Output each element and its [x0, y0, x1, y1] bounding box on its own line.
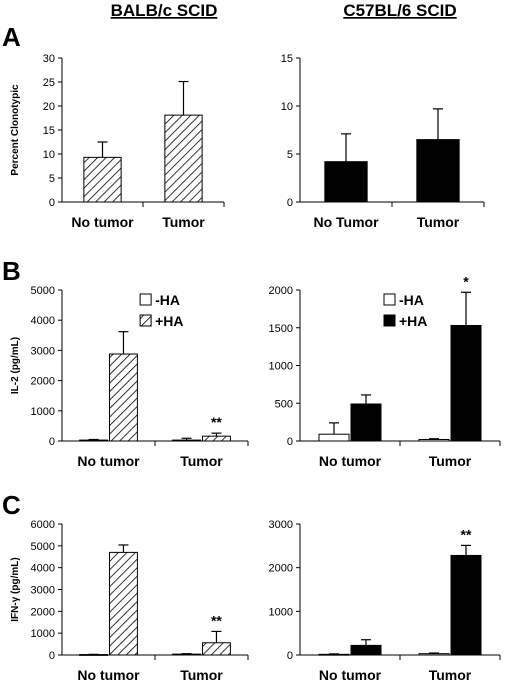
- y-tick-label: 0: [287, 197, 293, 209]
- significance-label: **: [211, 414, 222, 430]
- chart-a-left: 0 5 10 15 20 25 30 Percent Clonotypic No tumor Tu…: [10, 53, 225, 230]
- legend-label-pos: +HA: [399, 313, 427, 329]
- legend-swatch-pos: [139, 314, 152, 327]
- x-category-label: No tumor: [319, 453, 382, 469]
- chart-a-right: 0 5 10 15 No Tumor Tumor: [281, 53, 485, 230]
- y-tick-label: 15: [43, 125, 55, 137]
- bar: [172, 439, 202, 442]
- y-tick-label: 5: [287, 149, 293, 161]
- y-tick-label: 5: [49, 173, 55, 185]
- legend-swatch-pos: [383, 314, 396, 327]
- chart-b-left: 0 1000 2000 3000 4000 5000 IL-2 (pg/mL) No tumo…: [10, 285, 249, 469]
- y-tick-label: 2000: [31, 606, 55, 618]
- y-tick-label: 2000: [269, 563, 293, 575]
- x-category-label: No tumor: [71, 214, 134, 230]
- legend-label-neg: -HA: [399, 292, 424, 308]
- y-tick-label: 20: [43, 101, 55, 113]
- y-axis-label: IFN-γ (pg/mL): [10, 557, 21, 621]
- bar: [350, 644, 382, 656]
- chart-b-right: 0 500 1000 1500 2000 No tumor Tumor * -HA +HA: [269, 273, 501, 469]
- y-tick-label: 3000: [31, 345, 55, 357]
- bar: [164, 114, 203, 203]
- y-tick-label: 0: [49, 436, 55, 448]
- bar: [350, 403, 382, 442]
- y-tick-label: 25: [43, 77, 55, 89]
- y-tick-label: 10: [43, 149, 55, 161]
- x-category-label: No tumor: [77, 667, 140, 683]
- y-tick-label: 3000: [31, 585, 55, 597]
- panel-letter-a: A: [2, 22, 21, 52]
- bar: [418, 438, 450, 442]
- y-tick-label: 5000: [31, 541, 55, 553]
- y-axis-label: IL-2 (pg/mL): [10, 337, 21, 394]
- significance-label: **: [461, 526, 472, 542]
- bar: [109, 353, 138, 442]
- y-tick-label: 0: [49, 650, 55, 662]
- panel-letter-c: C: [2, 490, 21, 520]
- panel-letter-b: B: [2, 256, 21, 286]
- y-tick-label: 1000: [269, 361, 293, 373]
- bar: [109, 551, 138, 656]
- x-category-label: Tumor: [429, 453, 472, 469]
- x-category-label: Tumor: [162, 214, 205, 230]
- y-tick-label: 3000: [269, 519, 293, 531]
- y-tick-label: 4000: [31, 315, 55, 327]
- significance-label: **: [211, 612, 222, 628]
- y-tick-label: 1000: [269, 606, 293, 618]
- y-tick-label: 10: [281, 101, 293, 113]
- y-tick-label: 2000: [269, 285, 293, 297]
- x-category-label: No tumor: [77, 453, 140, 469]
- y-tick-label: 15: [281, 53, 293, 65]
- legend-label-pos: +HA: [155, 313, 183, 329]
- chart-c-right: 0 1000 2000 3000 No tumor Tumor **: [269, 519, 501, 683]
- charts-layer: 0 5 10 15 20 25 30 Percent Clonotypic No tumor Tu…: [10, 53, 501, 683]
- y-tick-label: 0: [49, 197, 55, 209]
- x-category-label: Tumor: [180, 667, 223, 683]
- bar: [202, 642, 231, 656]
- x-category-label: Tumor: [417, 214, 460, 230]
- legend-label-neg: -HA: [155, 292, 180, 308]
- y-tick-label: 6000: [31, 519, 55, 531]
- y-tick-label: 500: [275, 398, 293, 410]
- bar: [416, 139, 460, 203]
- bar: [79, 439, 108, 442]
- column-title-right: C57BL/6 SCID: [343, 1, 456, 20]
- legend-swatch-neg: [139, 293, 152, 306]
- column-title-left: BALB/c SCID: [111, 1, 218, 20]
- y-tick-label: 2000: [31, 376, 55, 388]
- bar: [324, 161, 368, 203]
- y-tick-label: 30: [43, 53, 55, 65]
- y-axis-label: Percent Clonotypic: [10, 84, 21, 176]
- bar: [450, 554, 482, 656]
- bar: [418, 653, 450, 656]
- chart-c-left: 0 1000 2000 3000 4000 5000 6000 IFN-γ (pg/mL) No…: [10, 519, 249, 683]
- x-category-label: No Tumor: [313, 214, 379, 230]
- significance-label: *: [463, 273, 469, 289]
- bar: [83, 156, 122, 203]
- y-tick-label: 1000: [31, 406, 55, 418]
- bar: [450, 324, 482, 442]
- y-tick-label: 1000: [31, 628, 55, 640]
- y-tick-label: 0: [287, 650, 293, 662]
- y-tick-label: 1500: [269, 323, 293, 335]
- legend-swatch-neg: [383, 293, 396, 306]
- x-category-label: Tumor: [180, 453, 223, 469]
- bar: [202, 435, 231, 442]
- y-tick-label: 0: [287, 436, 293, 448]
- x-category-label: Tumor: [429, 667, 472, 683]
- bar: [318, 433, 350, 442]
- y-tick-label: 4000: [31, 563, 55, 575]
- x-category-label: No tumor: [319, 667, 382, 683]
- y-tick-label: 5000: [31, 285, 55, 297]
